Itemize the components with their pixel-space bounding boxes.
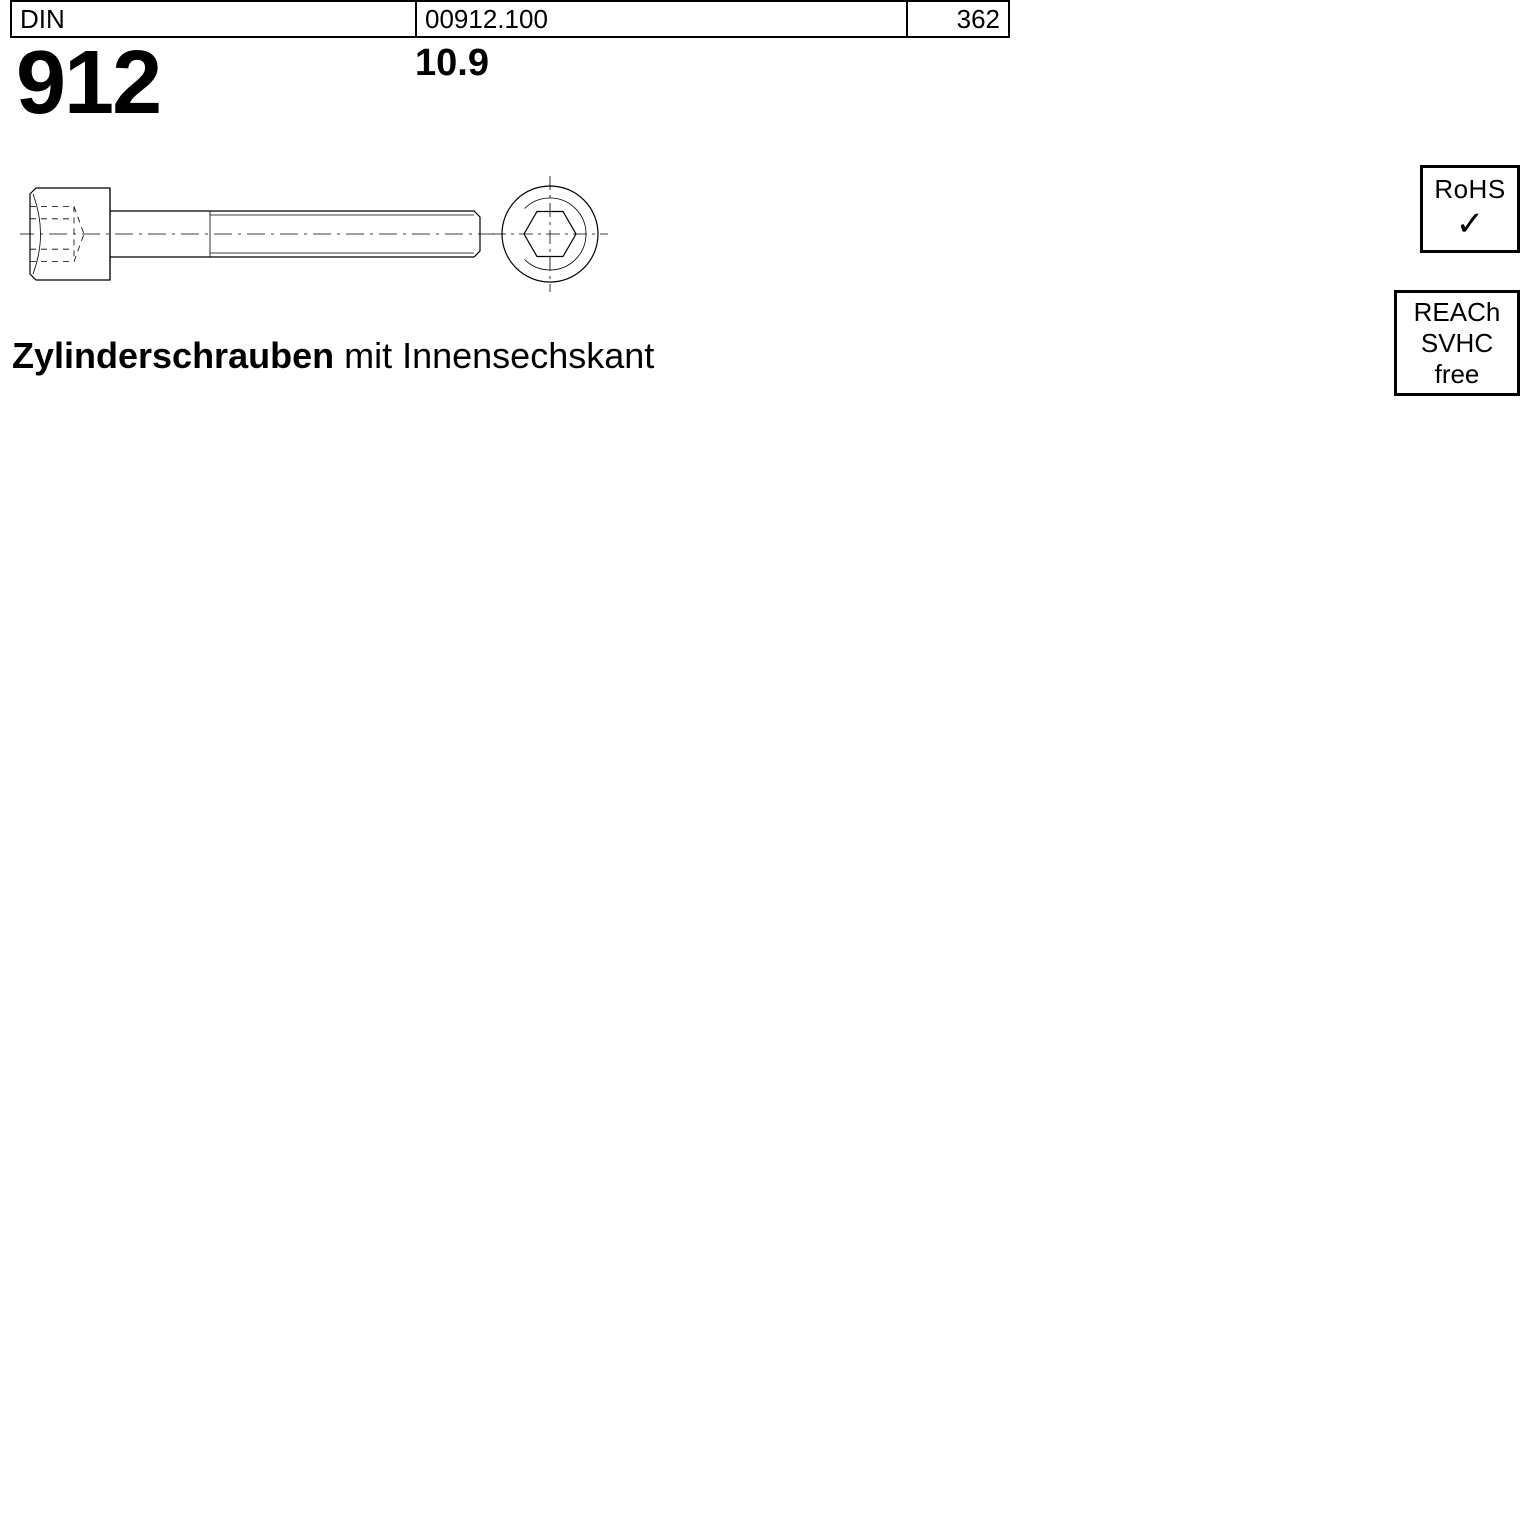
header-row: DIN 00912.100 362 <box>10 0 1010 38</box>
reach-line3: free <box>1397 359 1517 390</box>
standard-number: 912 <box>10 38 415 128</box>
reach-badge: REACh SVHC free <box>1394 290 1520 396</box>
rohs-label: RoHS <box>1423 174 1517 205</box>
description-rest: mit Innensechskant <box>334 335 654 376</box>
material-grade: 10.9 <box>415 38 489 85</box>
header-article-code: 00912.100 <box>417 2 908 36</box>
header-page-code: 362 <box>908 2 1008 36</box>
product-description: Zylinderschrauben mit Innensechskant <box>12 335 654 377</box>
technical-drawing <box>20 160 720 310</box>
header-standard-label: DIN <box>12 2 417 36</box>
check-icon: ✓ <box>1423 207 1517 241</box>
rohs-badge: RoHS ✓ <box>1420 165 1520 253</box>
description-bold: Zylinderschrauben <box>12 335 334 376</box>
reach-line1: REACh <box>1397 297 1517 328</box>
reach-line2: SVHC <box>1397 328 1517 359</box>
